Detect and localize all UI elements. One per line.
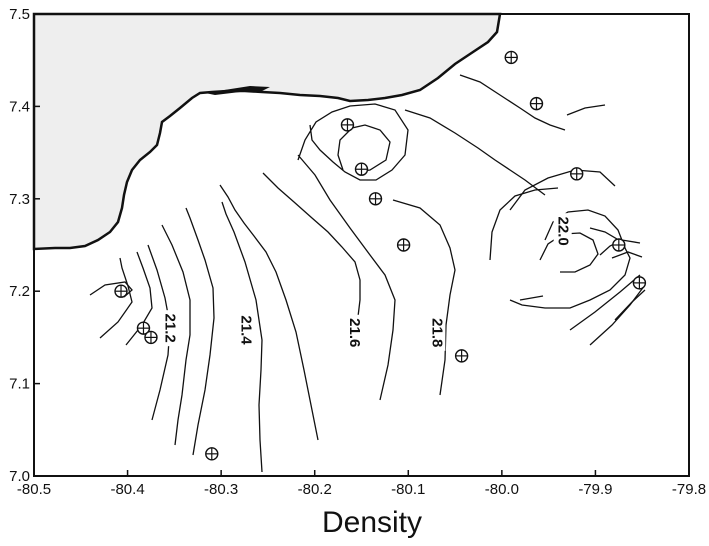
- x-axis: -80.5 -80.4 -80.3 -80.2 -80.1 -80.0 -79.9 -79.8: [17, 470, 706, 498]
- land-mass: [34, 14, 500, 249]
- x-tick-label: -79.8: [672, 481, 706, 498]
- x-tick-label: -80.4: [110, 481, 144, 498]
- contour-label: 21.6: [346, 318, 363, 347]
- y-tick-label: 7.2: [9, 283, 30, 300]
- station-marker: [505, 51, 517, 63]
- station-marker: [530, 98, 542, 110]
- x-tick-label: -80.3: [204, 481, 238, 498]
- y-tick-label: 7.0: [9, 468, 30, 485]
- x-tick-label: -80.1: [391, 481, 425, 498]
- station-marker: [398, 239, 410, 251]
- y-tick-label: 7.1: [9, 376, 30, 393]
- y-tick-label: 7.4: [9, 98, 30, 115]
- contour-label: 21.2: [162, 314, 179, 343]
- x-tick-label: -79.9: [578, 481, 612, 498]
- station-marker: [145, 331, 157, 343]
- y-tick-label: 7.5: [9, 6, 30, 23]
- station-marker: [356, 163, 368, 175]
- contour-label: 21.8: [428, 318, 445, 347]
- x-tick-label: -80.0: [485, 481, 519, 498]
- station-marker: [571, 168, 583, 180]
- contour-lines: [90, 75, 645, 472]
- station-marker: [206, 448, 218, 460]
- y-tick-label: 7.3: [9, 191, 30, 208]
- contour-label: 22.0: [555, 217, 572, 246]
- station-marker: [633, 277, 645, 289]
- x-tick-label: -80.2: [298, 481, 332, 498]
- contour-label: 21.4: [238, 315, 255, 345]
- station-marker: [115, 285, 127, 297]
- station-marker: [456, 350, 468, 362]
- station-marker: [370, 193, 382, 205]
- station-marker: [341, 119, 353, 131]
- x-axis-title: Density: [322, 506, 422, 539]
- station-marker: [613, 239, 625, 251]
- contour-labels: 21.2 21.4 21.6 21.8 22.0: [161, 213, 572, 351]
